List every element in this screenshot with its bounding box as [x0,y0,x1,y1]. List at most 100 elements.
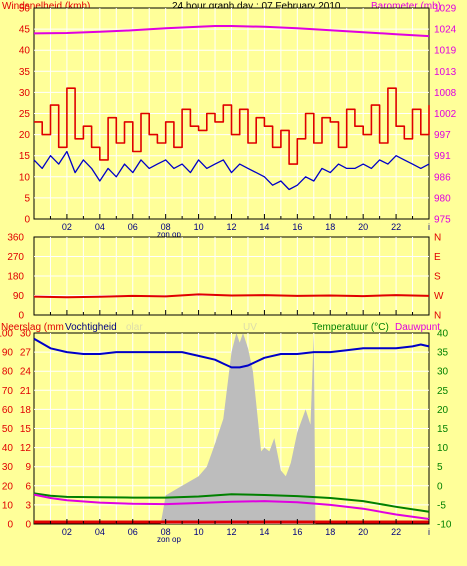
panel1-hour-label: 04 [95,222,105,232]
panel1-hour-label: i [428,222,430,232]
rain-tick-label: 24 [20,367,32,378]
wind-speed-tick-label: 30 [19,88,31,99]
compass-tick-label: N [434,233,441,244]
barometer-tick-label: 975 [434,215,451,226]
dewpoint-label: Dauwpunt [395,322,441,333]
panel3-hour-label: 18 [325,527,335,537]
panel1-hour-label: 14 [259,222,269,232]
panel1-hour-label: 08 [161,222,171,232]
barometer-tick-label: 1019 [434,46,457,57]
rain-tick-label: 30 [20,329,32,340]
temperature-tick-label: 40 [437,329,449,340]
temperature-tick-label: 15 [437,424,449,435]
humidity-axis-title: Vochtigheid [65,322,117,333]
temperature-tick-label: 20 [437,405,449,416]
barometer-tick-label: 1029 [434,4,457,15]
temperature-line [33,492,430,513]
rain-tick-label: 6 [25,481,31,492]
wind-speed-tick-label: 25 [19,109,31,120]
wind-direction-tick-label: 180 [7,272,24,283]
barometer-tick-label: 991 [434,151,451,162]
panel1-hour-label: 16 [292,222,302,232]
solar-label: olar [126,322,143,333]
panel3-sun-marker: zon op [157,535,182,544]
rain-tick-label: 12 [20,443,32,454]
humidity-tick-label: 10 [2,500,14,511]
wind-direction-line [33,293,430,299]
temperature-axis-title: Temperatuur (°C) [312,322,389,333]
panel1-hour-label: 22 [391,222,401,232]
barometer-tick-label: 1024 [434,25,457,36]
panel3-hour-label: 10 [194,527,204,537]
dewpoint-line [33,493,430,520]
panel3-hour-label: 20 [358,527,368,537]
humidity-tick-label: 90 [2,348,14,359]
panel3-hour-label: 16 [292,527,302,537]
temperature-tick-label: 35 [437,348,449,359]
panel3-hour-label: 12 [226,527,236,537]
humidity-tick-label: 70 [2,386,14,397]
panel3-hour-label: 04 [95,527,105,537]
compass-tick-label: N [434,311,441,322]
barometer-line [33,25,430,38]
humidity-tick-label: 100 [0,329,13,340]
panel3-hour-label: 02 [62,527,72,537]
rain-tick-label: 21 [20,386,32,397]
humidity-tick-label: 0 [7,520,13,531]
compass-tick-label: S [434,272,441,283]
rain-tick-label: 27 [20,348,32,359]
panel1-hour-label: 18 [325,222,335,232]
wind-speed-tick-label: 15 [19,151,31,162]
wind-speed-tick-label: 50 [19,4,31,15]
panel3-hour-label: 14 [259,527,269,537]
humidity-tick-label: 60 [2,405,14,416]
barometer-tick-label: 986 [434,172,451,183]
rain-tick-label: 3 [25,500,31,511]
rain-tick-label: 9 [25,462,31,473]
wind-speed-tick-label: 0 [24,215,30,226]
panel3-hour-label: 08 [161,527,171,537]
wind-speed-axis-title: Windsnelheid (kmh) [2,1,91,12]
humidity-tick-label: 40 [2,443,14,454]
barometer-tick-label: 1013 [434,67,457,78]
compass-tick-label: E [434,252,441,263]
panel1-hour-label: 12 [226,222,236,232]
panel3-hour-label: 06 [128,527,138,537]
wind-speed-line [33,150,430,191]
rain-axis-title: Neerslag (mm [1,322,64,333]
barometer-tick-label: 997 [434,130,451,141]
wind-speed-tick-label: 35 [19,67,31,78]
wind-speed-tick-label: 10 [19,172,31,183]
temperature-tick-label: 0 [437,481,443,492]
humidity-tick-label: 30 [2,462,14,473]
temperature-tick-label: 30 [437,367,449,378]
temperature-tick-label: 5 [437,462,443,473]
humidity-tick-label: 20 [2,481,14,492]
wind-speed-tick-label: 45 [19,25,31,36]
humidity-tick-label: 80 [2,367,14,378]
temperature-tick-label: 10 [437,443,449,454]
wind-direction-tick-label: 270 [7,252,24,263]
panel3-hour-label: 22 [391,527,401,537]
barometer-tick-label: 1008 [434,88,457,99]
wind-speed-tick-label: 5 [24,193,30,204]
panel1-sun-marker: zon op [157,230,182,239]
chart-title: 24 hour graph day : 07 February 2010 [172,1,341,12]
wind-direction-tick-label: 90 [13,291,25,302]
uv-label: UV [243,322,257,333]
wind-speed-tick-label: 20 [19,130,31,141]
rain-tick-label: 0 [25,520,31,531]
compass-tick-label: W [434,291,444,302]
panel1-hour-label: 06 [128,222,138,232]
panel1-hour-label: 10 [194,222,204,232]
wind-gust-line [34,87,430,165]
rain-tick-label: 18 [20,405,32,416]
barometer-axis-title: Barometer (mb) [371,1,442,12]
panel1-hour-label: 02 [62,222,72,232]
humidity-tick-label: 50 [2,424,14,435]
wind-speed-tick-label: 40 [19,46,31,57]
solar-area [160,333,316,524]
rain-tick-label: 15 [20,424,32,435]
